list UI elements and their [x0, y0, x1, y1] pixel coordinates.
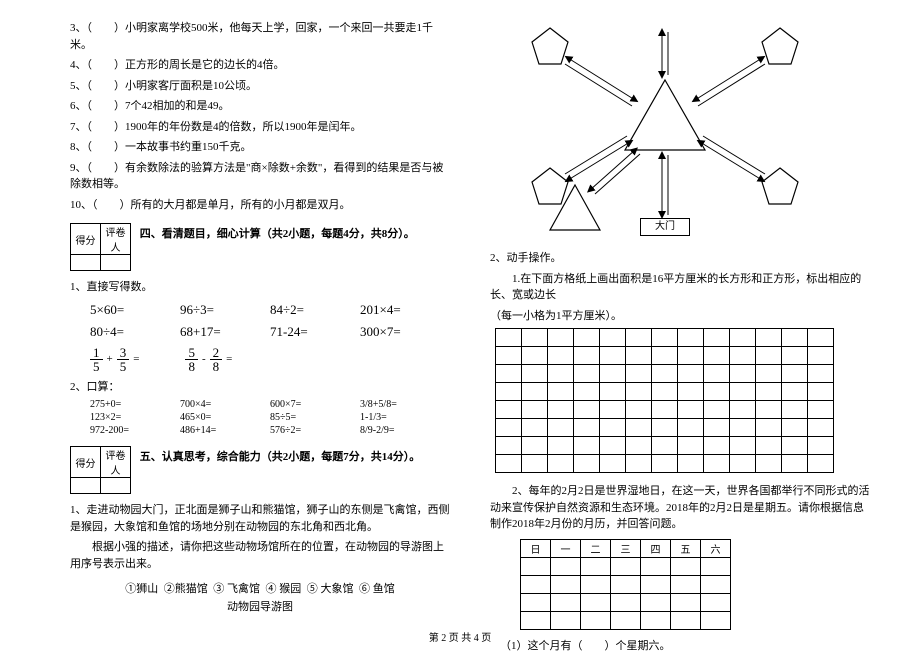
calc-1-3: 84÷2=: [270, 302, 360, 318]
fraction-expr-1: 15 + 35 =: [90, 346, 139, 373]
q5-1-text-a: 1、走进动物园大门，正北面是狮子山和熊猫馆，狮子山的东侧是飞禽馆，西侧是猴园，大…: [70, 502, 450, 535]
calc-2-2: 68+17=: [180, 324, 270, 340]
calc-1-1: 5×60=: [90, 302, 180, 318]
tf-9: 9、（ ）有余数除法的验算方法是"商×除数+余数"，看得到的结果是否与被除数相等…: [70, 160, 450, 193]
q2-title: 2、动手操作。: [490, 250, 870, 267]
q4-2: 2、口算：: [70, 379, 450, 396]
tf-4: 4、（ ）正方形的周长是它的边长的4倍。: [70, 57, 450, 74]
calc-2-3: 71-24=: [270, 324, 360, 340]
zoo-legend: ①狮山 ②熊猫馆 ③ 飞禽馆 ④ 猴园 ⑤ 大象馆 ⑥ 鱼馆: [70, 580, 450, 596]
zoo-map-title: 动物园导游图: [70, 598, 450, 614]
page-footer: 第 2 页 共 4 页: [0, 629, 920, 644]
tf-10: 10、（ ）所有的大月都是单月，所有的小月都是双月。: [70, 197, 450, 214]
mental-calc-grid: 275+0=700×4=600×7=3/8+5/8= 123×2=465×0=8…: [90, 399, 450, 436]
section-5-title: 五、认真思考，综合能力（共2小题，每题7分，共14分）。: [140, 448, 421, 464]
q2-2: 2、每年的2月2日是世界湿地日，在这一天，世界各国都举行不同形式的活动来宣传保护…: [490, 483, 870, 533]
calc-2-4: 300×7=: [360, 324, 450, 340]
calc-2-1: 80÷4=: [90, 324, 180, 340]
section-4-title: 四、看清题目，细心计算（共2小题，每题4分，共8分）。: [140, 225, 415, 241]
q2-1a: 1.在下面方格纸上画出面积是16平方厘米的长方形和正方形，标出相应的长、宽或边长: [490, 271, 870, 304]
tf-7: 7、（ ）1900年的年份数是4的倍数，所以1900年是闰年。: [70, 119, 450, 136]
tf-3: 3、（ ）小明家离学校500米，他每天上学，回家，一个来回一共要走1千米。: [70, 20, 450, 53]
calc-1-4: 201×4=: [360, 302, 450, 318]
q4-1: 1、直接写得数。: [70, 279, 450, 296]
zoo-diagram: 大门: [510, 20, 820, 250]
tf-5: 5、（ ）小明家客厅面积是10公顷。: [70, 78, 450, 95]
q5-1-text-b: 根据小强的描述，请你把这些动物场馆所在的位置，在动物园的导游图上用序号表示出来。: [70, 539, 450, 572]
tf-8: 8、（ ）一本故事书约重150千克。: [70, 139, 450, 156]
gate-label: 大门: [640, 218, 690, 236]
calendar-table: 日一二三四五六: [520, 539, 731, 630]
q2-1b: （每一小格为1平方厘米）。: [490, 308, 870, 325]
calc-1-2: 96÷3=: [180, 302, 270, 318]
fraction-expr-2: 58 - 28 =: [185, 346, 232, 373]
tf-6: 6、（ ）7个42相加的和是49。: [70, 98, 450, 115]
grid-paper: [495, 328, 834, 473]
score-box-5: 得分评卷人: [70, 446, 131, 494]
score-box-4: 得分评卷人: [70, 223, 131, 271]
